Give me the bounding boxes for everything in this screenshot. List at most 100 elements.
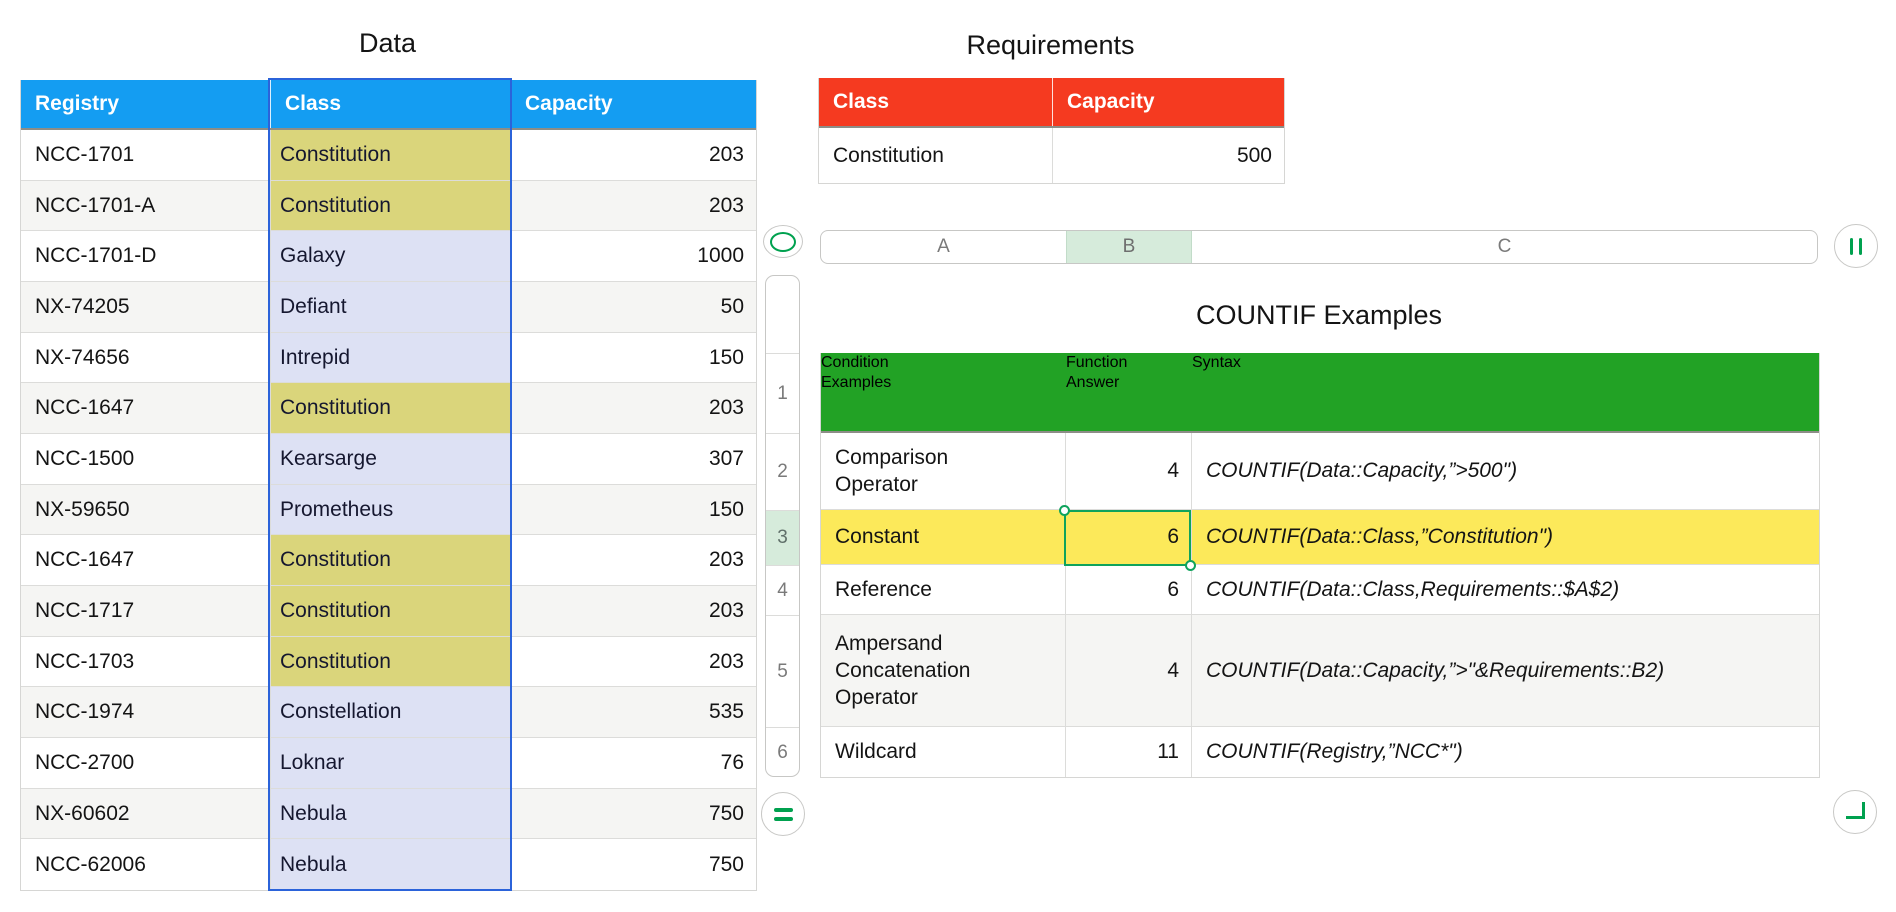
registry-cell[interactable]: NX-74656 (21, 332, 271, 384)
row-header-6[interactable]: 6 (777, 742, 788, 763)
req-capacity-column-header[interactable]: Capacity (1067, 90, 1155, 113)
req-class-column-header[interactable]: Class (819, 78, 1053, 126)
table-row: NCC-1701 Constitution 203 (21, 130, 756, 181)
data-class-cell[interactable]: Constitution (271, 535, 511, 587)
capacity-cell[interactable]: 203 (511, 180, 756, 232)
syntax-cell[interactable]: COUNTIF(Data::Class,Requirements::$A$2) (1192, 565, 1819, 615)
answer-cell[interactable]: 6 (1066, 565, 1192, 615)
data-class-cell[interactable]: Constitution (271, 130, 511, 181)
table-row: Reference 6 COUNTIF(Data::Class,Requirem… (821, 565, 1819, 615)
column-header-c[interactable]: C (1497, 236, 1512, 257)
answer-cell[interactable]: 11 (1066, 727, 1192, 777)
registry-cell[interactable]: NCC-1500 (21, 434, 271, 485)
condition-cell[interactable]: Ampersand Concatenation Operator (821, 615, 1066, 727)
column-header-b-selected[interactable]: B (1066, 231, 1192, 263)
table-resize-button[interactable] (1833, 790, 1877, 834)
row-header-2[interactable]: 2 (766, 434, 799, 511)
capacity-cell[interactable]: 1000 (511, 231, 756, 283)
capacity-cell[interactable]: 150 (511, 484, 756, 536)
answer-cell[interactable]: 4 (1066, 433, 1192, 510)
capacity-cell[interactable]: 203 (511, 586, 756, 637)
syntax-column-header[interactable]: Syntax (1192, 354, 1241, 371)
registry-cell[interactable]: NX-74205 (21, 282, 271, 333)
data-class-cell[interactable]: Kearsarge (271, 434, 511, 485)
data-class-cell[interactable]: Galaxy (271, 231, 511, 283)
requirements-table: Class Capacity Constitution 500 (818, 78, 1285, 184)
row-header-1[interactable]: 1 (766, 354, 799, 434)
row-header-3-selected[interactable]: 3 (766, 511, 799, 566)
registry-cell[interactable]: NCC-1647 (21, 535, 271, 587)
table-row: NX-74656 Intrepid 150 (21, 332, 756, 384)
equals-icon (773, 807, 793, 812)
class-column-header[interactable]: Class (271, 80, 511, 128)
capacity-column-header[interactable]: Capacity (525, 92, 613, 115)
capacity-cell[interactable]: 150 (511, 332, 756, 384)
registry-cell[interactable]: NCC-1701 (21, 130, 271, 181)
row-header-5[interactable]: 5 (766, 616, 799, 728)
syntax-cell[interactable]: COUNTIF(Registry,”NCC*") (1206, 740, 1463, 763)
registry-cell[interactable]: NCC-1647 (21, 383, 271, 435)
data-class-cell[interactable]: Constellation (271, 687, 511, 739)
capacity-cell[interactable]: 750 (511, 788, 756, 840)
table-handle-button[interactable] (763, 225, 803, 258)
registry-cell[interactable]: NCC-1701-A (21, 180, 271, 232)
table-row: NX-59650 Prometheus 150 (21, 484, 756, 536)
syntax-cell[interactable]: COUNTIF(Data::Capacity,”>"&Requirements:… (1192, 615, 1819, 727)
selection-handle-top-left[interactable] (1059, 505, 1070, 516)
data-class-cell[interactable]: Defiant (271, 282, 511, 333)
registry-cell[interactable]: NCC-2700 (21, 738, 271, 789)
syntax-cell[interactable]: COUNTIF(Data::Class,”Constitution") (1192, 510, 1819, 565)
countif-table-title: COUNTIF Examples (1195, 300, 1443, 330)
requirements-header-row: Class Capacity (819, 78, 1284, 128)
capacity-cell[interactable]: 203 (511, 130, 756, 181)
column-bar-end-button[interactable] (1834, 224, 1878, 268)
row-bar-end-button[interactable] (761, 792, 805, 836)
capacity-cell[interactable]: 50 (511, 282, 756, 333)
condition-column-header[interactable]: Condition Examples (821, 354, 892, 391)
table-row: NCC-1647 Constitution 203 (21, 383, 756, 435)
syntax-cell[interactable]: COUNTIF(Data::Capacity,”>500") (1192, 433, 1819, 510)
registry-column-header[interactable]: Registry (21, 80, 271, 128)
table-row: NCC-1717 Constitution 203 (21, 586, 756, 637)
data-class-cell[interactable]: Nebula (271, 839, 511, 891)
registry-cell[interactable]: NX-60602 (21, 788, 271, 840)
capacity-cell[interactable]: 76 (511, 738, 756, 789)
capacity-cell[interactable]: 203 (511, 383, 756, 435)
registry-cell[interactable]: NCC-1703 (21, 636, 271, 688)
registry-cell[interactable]: NCC-1701-D (21, 231, 271, 283)
data-class-cell[interactable]: Constitution (271, 636, 511, 688)
capacity-cell[interactable]: 203 (511, 535, 756, 587)
table-row: NCC-1701-D Galaxy 1000 (21, 231, 756, 283)
countif-table: Condition Examples Function Answer Synta… (820, 353, 1820, 778)
capacity-cell[interactable]: 535 (511, 687, 756, 739)
capacity-cell[interactable]: 307 (511, 434, 756, 485)
data-class-cell[interactable]: Intrepid (271, 332, 511, 384)
selected-cell-border[interactable] (1059, 505, 1196, 571)
answer-column-header[interactable]: Function Answer (1066, 354, 1128, 391)
data-class-cell[interactable]: Nebula (271, 788, 511, 840)
data-class-cell[interactable]: Constitution (271, 586, 511, 637)
data-class-cell[interactable]: Constitution (271, 383, 511, 435)
answer-cell[interactable]: 4 (1066, 615, 1192, 727)
data-class-cell[interactable]: Constitution (271, 180, 511, 232)
req-capacity-cell[interactable]: 500 (1236, 143, 1272, 167)
capacity-cell[interactable]: 203 (511, 636, 756, 688)
registry-cell[interactable]: NCC-1974 (21, 687, 271, 739)
data-class-cell[interactable]: Prometheus (271, 484, 511, 536)
row-bar-cap[interactable] (766, 276, 799, 354)
req-class-cell[interactable]: Constitution (819, 128, 1053, 183)
column-header-a[interactable]: A (937, 236, 950, 257)
table-row: NCC-1647 Constitution 203 (21, 535, 756, 587)
condition-cell[interactable]: Constant (821, 510, 1066, 565)
condition-cell[interactable]: Reference (821, 565, 1066, 615)
registry-cell[interactable]: NCC-62006 (21, 839, 271, 891)
row-header-4[interactable]: 4 (766, 566, 799, 616)
registry-cell[interactable]: NCC-1717 (21, 586, 271, 637)
selection-handle-bottom-right[interactable] (1185, 560, 1196, 571)
condition-cell[interactable]: Wildcard (821, 727, 1066, 777)
data-class-cell[interactable]: Loknar (271, 738, 511, 789)
capacity-cell[interactable]: 750 (511, 839, 756, 891)
condition-cell[interactable]: Comparison Operator (821, 433, 1066, 510)
registry-cell[interactable]: NX-59650 (21, 484, 271, 536)
